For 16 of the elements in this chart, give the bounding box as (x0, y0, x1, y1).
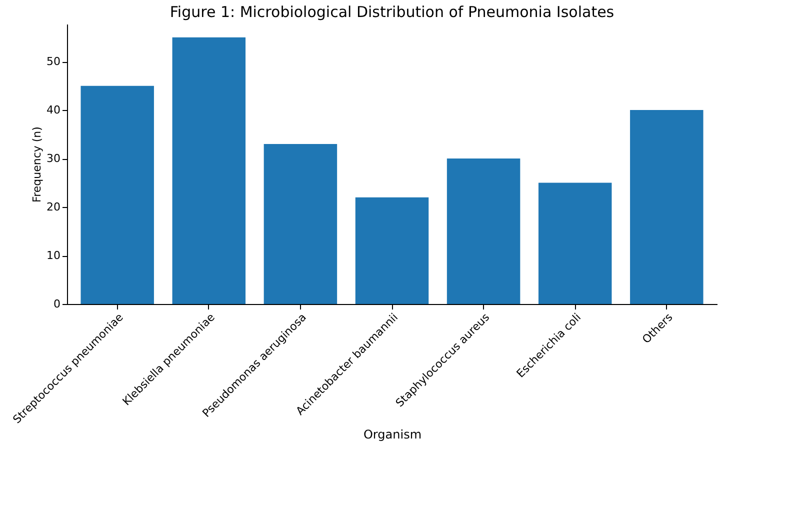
bar (264, 144, 338, 304)
bar (355, 197, 429, 304)
bar (538, 182, 612, 304)
bar (80, 86, 154, 304)
bar (630, 110, 704, 304)
y-axis-title: Frequency (n) (30, 126, 44, 202)
x-axis-title: Organism (363, 427, 422, 442)
bar (446, 158, 520, 304)
y-tick-label: 20 (46, 200, 60, 214)
y-tick-label: 50 (46, 55, 60, 68)
chart-title: Figure 1: Microbiological Distribution of Pneumonia Isolates (170, 3, 614, 21)
y-tick-label: 10 (46, 249, 60, 262)
bar (172, 37, 246, 304)
y-tick-label: 40 (46, 104, 60, 117)
y-tick-label: 30 (46, 152, 60, 166)
y-tick-label: 0 (54, 298, 60, 310)
